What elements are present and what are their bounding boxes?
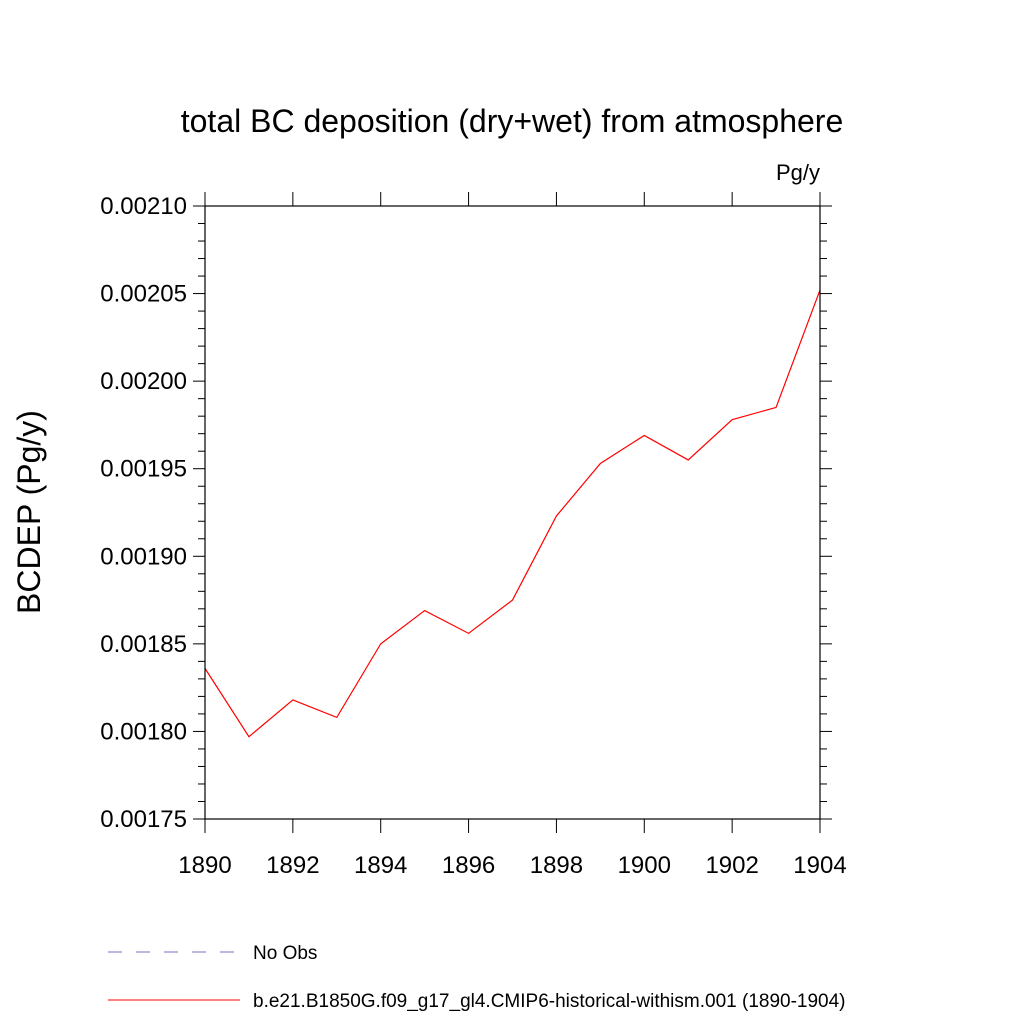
series-line: [204, 289, 821, 738]
legend-label: b.e21.B1850G.f09_g17_gl4.CMIP6-historica…: [253, 991, 846, 1012]
x-tick-label: 1902: [705, 852, 758, 879]
y-tick-label: 0.00185: [100, 631, 187, 658]
x-tick-label: 1890: [178, 852, 231, 879]
plot-frame: [204, 205, 821, 820]
axis-ticks: 0.00175 0.00180 0.00185 0.00190 0.00195 0.002…: [100, 192, 847, 879]
y-tick-label: 0.00175: [100, 806, 187, 833]
series-layer: [204, 289, 821, 738]
x-tick-label: 1896: [442, 852, 495, 879]
legend-label: No Obs: [253, 943, 317, 964]
y-tick-label: 0.00190: [100, 543, 187, 570]
x-tick-label: 1900: [618, 852, 671, 879]
y-axis-label: BCDEP (Pg/y): [11, 410, 47, 614]
y-tick-label: 0.00180: [100, 718, 187, 745]
units-label: Pg/y: [776, 160, 820, 185]
y-tick-label: 0.00195: [100, 456, 187, 483]
x-tick-label: 1892: [266, 852, 319, 879]
x-tick-label: 1904: [793, 852, 846, 879]
y-tick-label: 0.00205: [100, 281, 187, 308]
x-tick-label: 1898: [530, 852, 583, 879]
y-tick-label: 0.00210: [100, 193, 187, 220]
y-tick-label: 0.00200: [100, 368, 187, 395]
x-tick-label: 1894: [354, 852, 407, 879]
legend: No Obs b.e21.B1850G.f09_g17_gl4.CMIP6-his…: [108, 943, 846, 1012]
chart-title: total BC deposition (dry+wet) from atmos…: [181, 103, 844, 139]
